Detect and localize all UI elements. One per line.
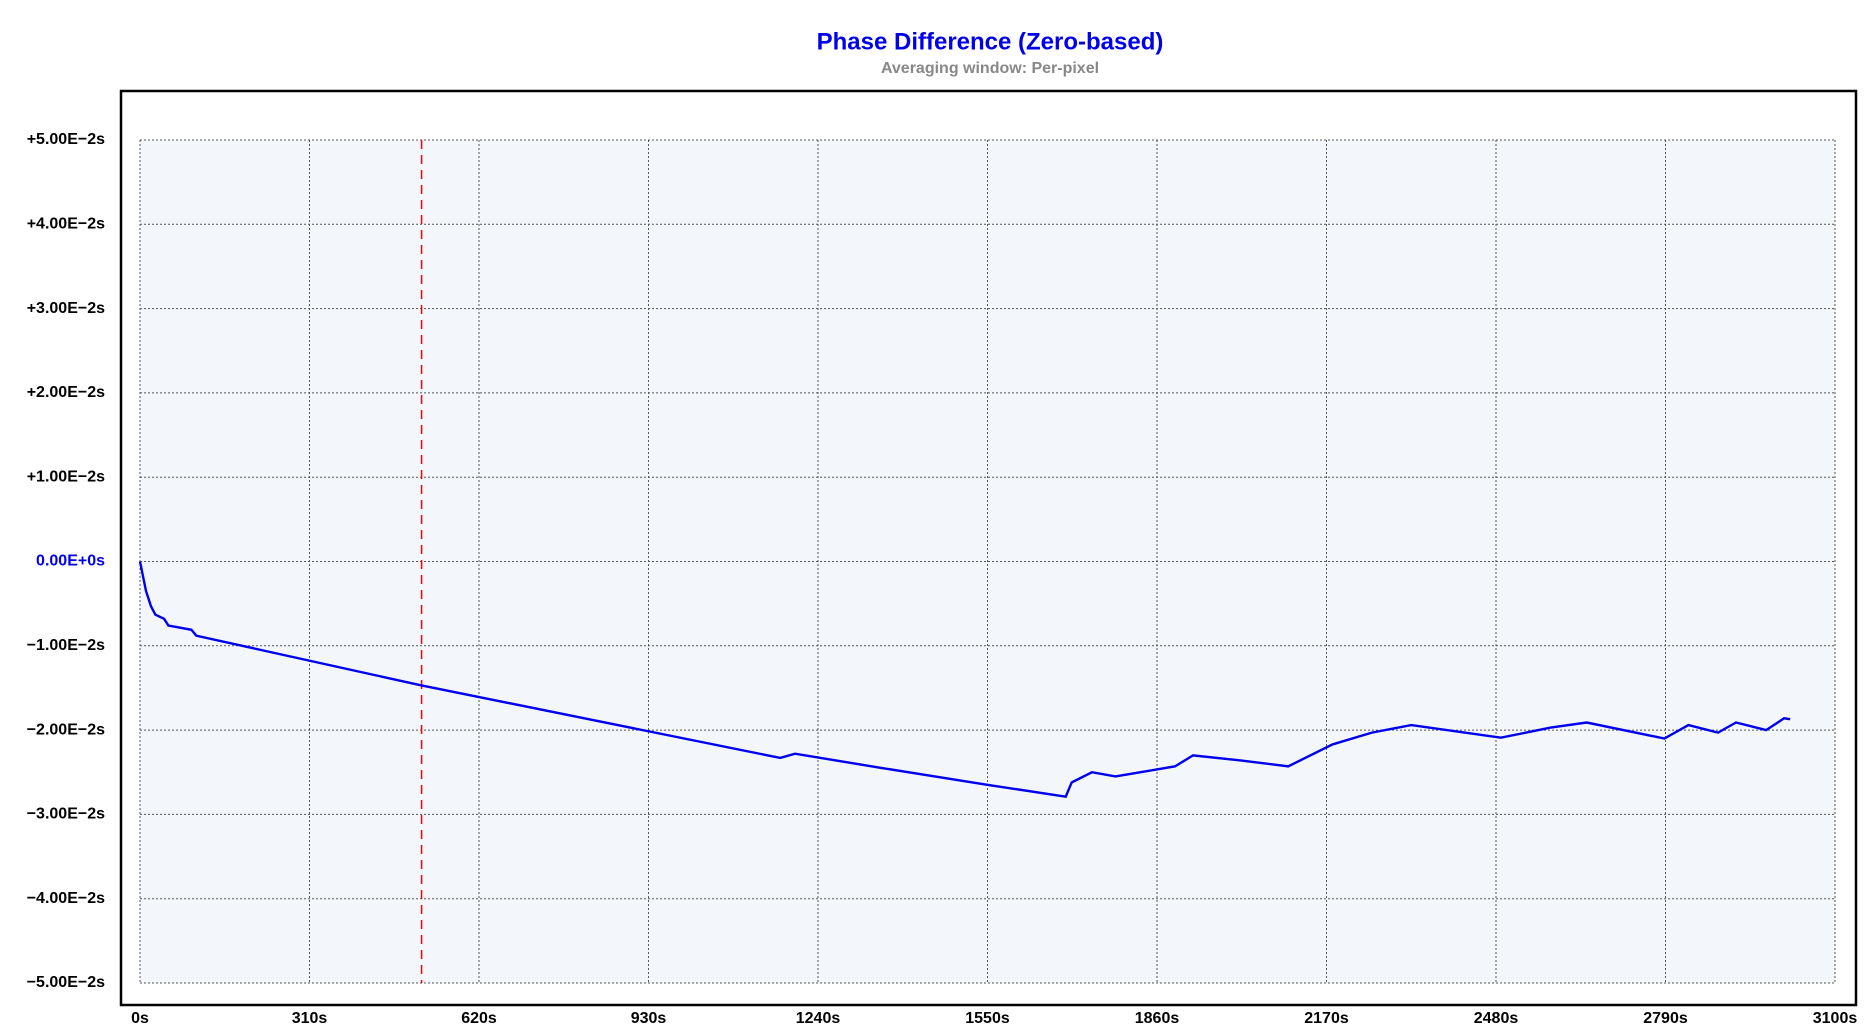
x-tick-label: 1860s bbox=[1135, 1010, 1180, 1027]
chart-subtitle: Averaging window: Per-pixel bbox=[881, 60, 1099, 77]
y-tick-label: +4.00E−2s bbox=[27, 216, 105, 233]
x-tick-label: 1550s bbox=[965, 1010, 1010, 1027]
y-tick-label: −4.00E−2s bbox=[27, 890, 105, 907]
data-line bbox=[138, 561, 1791, 799]
y-tick-label: −3.00E−2s bbox=[27, 806, 105, 823]
x-tick-label: 2790s bbox=[1643, 1010, 1688, 1027]
y-tick-label: 0.00E+0s bbox=[36, 553, 105, 570]
x-tick-label: 3100s bbox=[1813, 1010, 1858, 1027]
x-tick-label: 2480s bbox=[1474, 1010, 1519, 1027]
chart-title: Phase Difference (Zero-based) bbox=[817, 28, 1164, 55]
y-tick-label: +1.00E−2s bbox=[27, 468, 105, 485]
y-tick-label: −5.00E−2s bbox=[27, 974, 105, 991]
y-tick-label: +3.00E−2s bbox=[27, 300, 105, 317]
x-tick-label: 930s bbox=[631, 1010, 667, 1027]
x-tick-label: 2170s bbox=[1304, 1010, 1349, 1027]
y-tick-label: −1.00E−2s bbox=[27, 637, 105, 654]
x-tick-label: 0s bbox=[131, 1010, 149, 1027]
y-tick-label: −2.00E−2s bbox=[27, 721, 105, 738]
x-tick-label: 1240s bbox=[796, 1010, 841, 1027]
x-tick-label: 310s bbox=[292, 1010, 328, 1027]
x-tick-label: 620s bbox=[461, 1010, 497, 1027]
y-tick-label: +2.00E−2s bbox=[27, 384, 105, 401]
y-tick-label: +5.00E−2s bbox=[27, 131, 105, 148]
